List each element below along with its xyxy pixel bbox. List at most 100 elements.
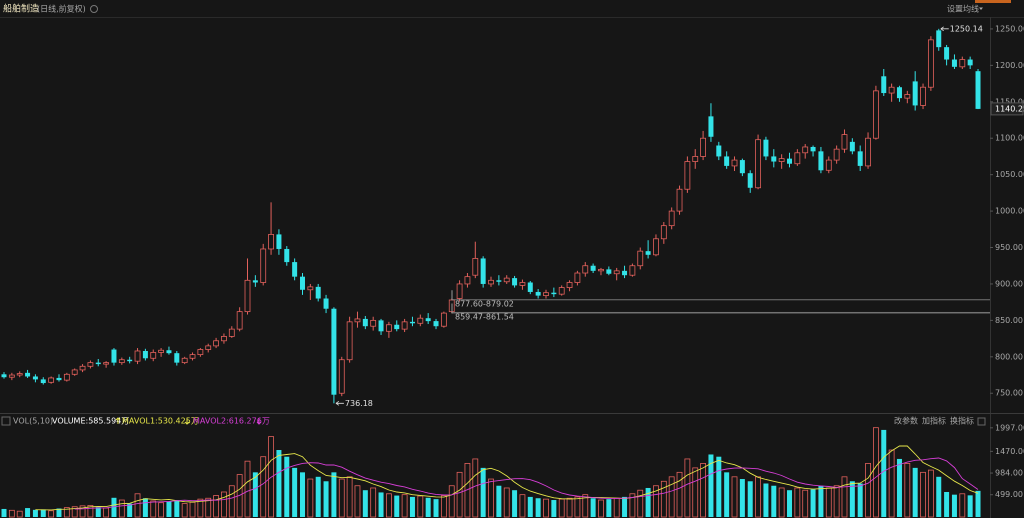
volume-bar [771, 485, 777, 517]
volume-bar [472, 458, 479, 518]
volume-bar [676, 471, 683, 518]
switch-indicator-button[interactable]: 换指标 [950, 416, 974, 426]
volume-bar [512, 490, 518, 517]
volume-bar [401, 494, 408, 518]
volume-bar [228, 485, 235, 518]
volume-bar [16, 510, 23, 518]
y-tick-label: 950.00 [995, 243, 1023, 252]
ma-settings-button[interactable]: 设置均线 [947, 4, 979, 14]
volume-bar [221, 491, 227, 518]
volume-bar [95, 507, 101, 517]
candle-body [927, 39, 934, 88]
volume-bar [260, 456, 267, 518]
annotation-arrow [335, 400, 344, 406]
volume-bar [927, 469, 934, 518]
candle-body [292, 262, 298, 277]
candle-body [739, 160, 745, 174]
candle-body [904, 94, 911, 99]
candle-body [150, 352, 157, 359]
candle-body [724, 156, 730, 166]
candle-body [590, 265, 596, 271]
volume-bar [197, 498, 204, 518]
candle-body [370, 319, 377, 327]
candle-body [857, 151, 863, 166]
down-arrow-icon [184, 418, 190, 425]
candle-body [676, 188, 683, 212]
ma-line [35, 445, 979, 511]
candle-body [299, 276, 305, 290]
candle-body [488, 279, 494, 285]
edit-params-button[interactable]: 改参数 [894, 416, 918, 426]
volume-bar [975, 490, 981, 517]
volume-bar [40, 509, 46, 517]
candle-body [276, 234, 282, 249]
candle-body [472, 258, 479, 276]
volume-bar [637, 489, 644, 518]
candle-body [763, 139, 769, 157]
candle-body [543, 292, 549, 297]
volume-bar [959, 493, 966, 518]
volume-bar [166, 501, 172, 517]
candle-body [787, 158, 792, 164]
volume-bar [425, 497, 431, 517]
help-icon[interactable] [1, 416, 11, 426]
volume-bar [951, 494, 957, 517]
volume-bar [205, 497, 212, 518]
y-tick-label: 800.00 [995, 352, 1023, 361]
annotation-label: 1250.14 [950, 24, 983, 33]
volume-bar [543, 498, 549, 518]
volume-bar [708, 454, 714, 517]
volume-bar [503, 487, 510, 518]
volume-bar [118, 499, 125, 518]
candle-body [331, 308, 337, 395]
candle-body [284, 248, 290, 263]
legend-volume: VOLUME:585.594万 [52, 417, 129, 426]
candle-body [558, 287, 565, 295]
candle-body [606, 269, 612, 274]
candle-body [967, 59, 973, 66]
down-arrow-icon [256, 418, 262, 425]
volume-bar [613, 497, 620, 518]
candle-body [244, 279, 251, 313]
volume-bar [323, 481, 329, 517]
candle-body [8, 374, 15, 378]
candle-body [166, 350, 172, 354]
price-tag-box [990, 102, 1024, 116]
legend-mavol2: MAVOL2:616.276万 [193, 417, 270, 426]
candle-body [888, 86, 895, 94]
candle-body [755, 139, 761, 189]
candle-body [197, 349, 204, 356]
volume-bar [32, 509, 38, 517]
candle-body [134, 350, 141, 362]
volume-bar [87, 504, 94, 518]
candle-body [260, 248, 267, 283]
volume-bar [71, 506, 78, 518]
candle-body [519, 282, 526, 286]
y-tick-label: 1100.00 [995, 134, 1024, 143]
level-label: 859.47-861.54 [455, 312, 514, 321]
candle-body [346, 321, 353, 361]
close-icon[interactable] [977, 417, 986, 426]
candle-body [103, 362, 110, 365]
settings-icon[interactable] [90, 5, 98, 13]
candle-body [912, 81, 918, 106]
volume-bar [127, 503, 133, 517]
candle-body [409, 321, 415, 324]
candle-body [142, 350, 148, 359]
volume-bar [888, 449, 895, 518]
volume-bar [787, 490, 792, 517]
add-indicator-button[interactable]: 加指标 [922, 416, 946, 426]
volume-bar [967, 495, 973, 517]
candle-body [32, 376, 38, 380]
candle-body [849, 141, 855, 152]
candle-body [417, 317, 424, 324]
volume-bar [142, 498, 148, 517]
volume-bar [488, 478, 494, 518]
candle-body [40, 379, 46, 384]
volume-bar [385, 493, 392, 518]
volume-bar [747, 481, 753, 517]
volume-bar [574, 496, 581, 518]
volume-bar [551, 500, 557, 517]
candle-body [747, 173, 753, 188]
candle-body [440, 312, 447, 327]
